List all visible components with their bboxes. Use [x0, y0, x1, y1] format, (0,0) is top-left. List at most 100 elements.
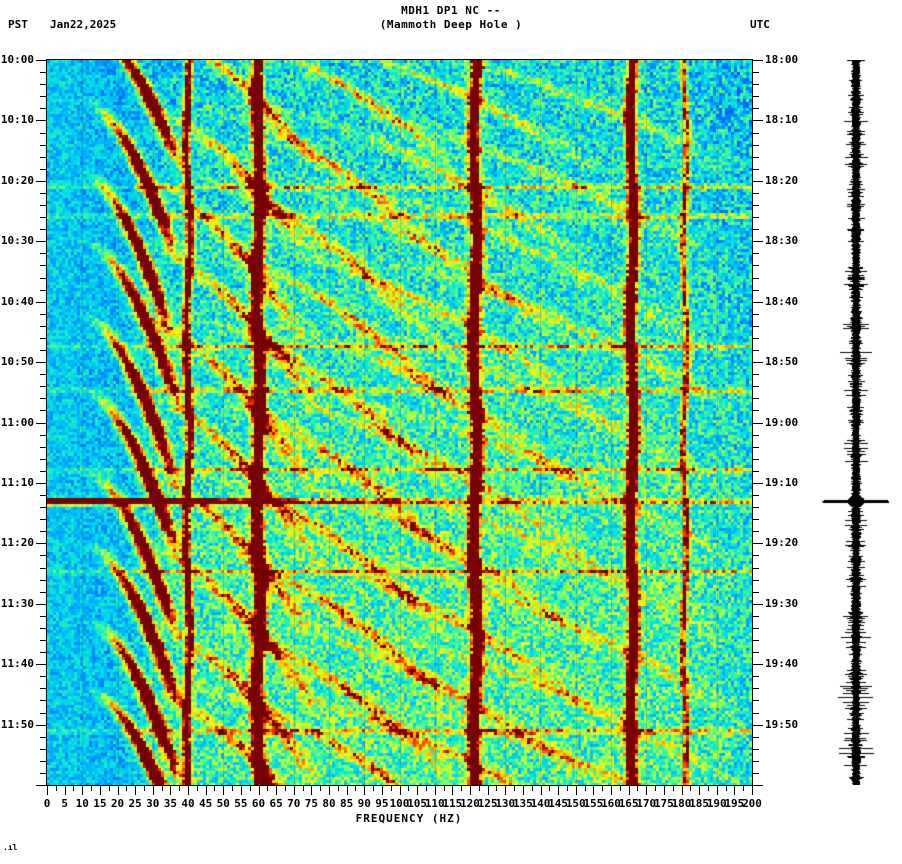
- frequency-tick: [311, 786, 312, 795]
- time-label-pst: 11:40: [0, 657, 34, 671]
- time-tick-right: [753, 483, 763, 484]
- timezone-left-label: PST: [8, 18, 28, 31]
- time-tick-right: [753, 737, 759, 738]
- time-tick-right: [753, 580, 759, 581]
- time-tick-left: [40, 157, 46, 158]
- time-tick-left: [40, 265, 46, 266]
- frequency-tick: [153, 786, 154, 795]
- frequency-tick: [690, 786, 691, 791]
- frequency-tick: [479, 786, 480, 791]
- frequency-tick: [135, 786, 136, 795]
- time-tick-left: [40, 773, 46, 774]
- frequency-tick: [126, 786, 127, 791]
- time-tick-left: [36, 181, 46, 182]
- time-tick-left: [40, 580, 46, 581]
- frequency-label: 180: [671, 797, 692, 810]
- time-tick-right: [753, 96, 759, 97]
- time-label-pst: 10:40: [0, 294, 34, 308]
- frequency-tick: [593, 786, 594, 795]
- frequency-tick: [250, 786, 251, 791]
- frequency-tick: [488, 786, 489, 795]
- time-tick-right: [753, 688, 759, 689]
- time-tick-left: [40, 568, 46, 569]
- time-tick-left: [40, 652, 46, 653]
- frequency-tick: [743, 786, 744, 791]
- seismogram-trace-canvas: [820, 60, 890, 785]
- frequency-tick: [170, 786, 171, 795]
- time-label-pst: 10:50: [0, 355, 34, 369]
- frequency-tick: [629, 786, 630, 795]
- timezone-right-label: UTC: [750, 18, 770, 31]
- time-tick-right: [753, 543, 763, 544]
- frequency-tick: [408, 786, 409, 791]
- time-tick-right: [753, 495, 759, 496]
- frequency-tick: [47, 786, 48, 795]
- time-tick-left: [40, 217, 46, 218]
- time-tick-left: [40, 278, 46, 279]
- time-tick-left: [40, 398, 46, 399]
- frequency-tick: [523, 786, 524, 795]
- frequency-tick: [294, 786, 295, 795]
- time-label-utc: 19:00: [765, 415, 799, 429]
- time-tick-right: [753, 713, 759, 714]
- time-tick-right: [753, 229, 759, 230]
- frequency-tick: [373, 786, 374, 791]
- time-tick-right: [753, 350, 759, 351]
- frequency-label: 75: [304, 797, 318, 810]
- time-tick-right: [753, 459, 759, 460]
- frequency-tick: [496, 786, 497, 791]
- frequency-tick: [188, 786, 189, 795]
- time-tick-left: [40, 713, 46, 714]
- frequency-label: 140: [530, 797, 551, 810]
- frequency-tick: [320, 786, 321, 791]
- time-label-pst: 10:30: [0, 234, 34, 248]
- time-tick-right: [753, 531, 759, 532]
- time-tick-left: [40, 676, 46, 677]
- time-tick-right: [753, 676, 759, 677]
- time-tick-left: [40, 253, 46, 254]
- frequency-tick: [717, 786, 718, 795]
- frequency-label: 115: [442, 797, 463, 810]
- time-label-pst: 11:50: [0, 717, 34, 731]
- frequency-tick: [232, 786, 233, 791]
- time-label-utc: 19:30: [765, 596, 799, 610]
- frequency-label: 150: [565, 797, 586, 810]
- frequency-tick: [435, 786, 436, 795]
- time-label-utc: 19:20: [765, 536, 799, 550]
- axis-right-line: [752, 60, 753, 786]
- frequency-tick: [241, 786, 242, 795]
- time-label-pst: 11:00: [0, 415, 34, 429]
- time-tick-right: [753, 555, 759, 556]
- frequency-label: 175: [653, 797, 674, 810]
- time-label-pst: 11:30: [0, 596, 34, 610]
- frequency-tick: [214, 786, 215, 791]
- frequency-tick: [611, 786, 612, 795]
- time-label-pst: 10:00: [0, 53, 34, 66]
- spectrogram-plot[interactable]: [47, 60, 752, 785]
- frequency-label: 90: [357, 797, 371, 810]
- frequency-label: 60: [251, 797, 266, 810]
- time-tick-right: [753, 628, 759, 629]
- time-tick-left: [40, 326, 46, 327]
- time-tick-right: [753, 616, 759, 617]
- time-tick-right: [753, 120, 763, 121]
- frequency-tick: [162, 786, 163, 791]
- time-tick-right: [753, 205, 759, 206]
- time-tick-right: [753, 785, 763, 786]
- time-tick-left: [40, 495, 46, 496]
- axis-left-line: [46, 60, 47, 786]
- time-label-utc: 18:10: [765, 113, 799, 127]
- frequency-axis-title-text: FREQUENCY (HZ): [355, 812, 463, 825]
- axis-top-line: [46, 59, 753, 60]
- frequency-tick: [338, 786, 339, 791]
- frequency-tick: [452, 786, 453, 795]
- time-tick-left: [40, 592, 46, 593]
- time-tick-right: [753, 640, 759, 641]
- date-label: Jan22,2025: [50, 18, 117, 31]
- time-tick-right: [753, 169, 759, 170]
- time-label-pst: 10:10: [0, 113, 34, 127]
- frequency-label: 30: [146, 797, 160, 810]
- frequency-label: 165: [618, 797, 639, 810]
- frequency-tick: [56, 786, 57, 791]
- frequency-tick: [347, 786, 348, 795]
